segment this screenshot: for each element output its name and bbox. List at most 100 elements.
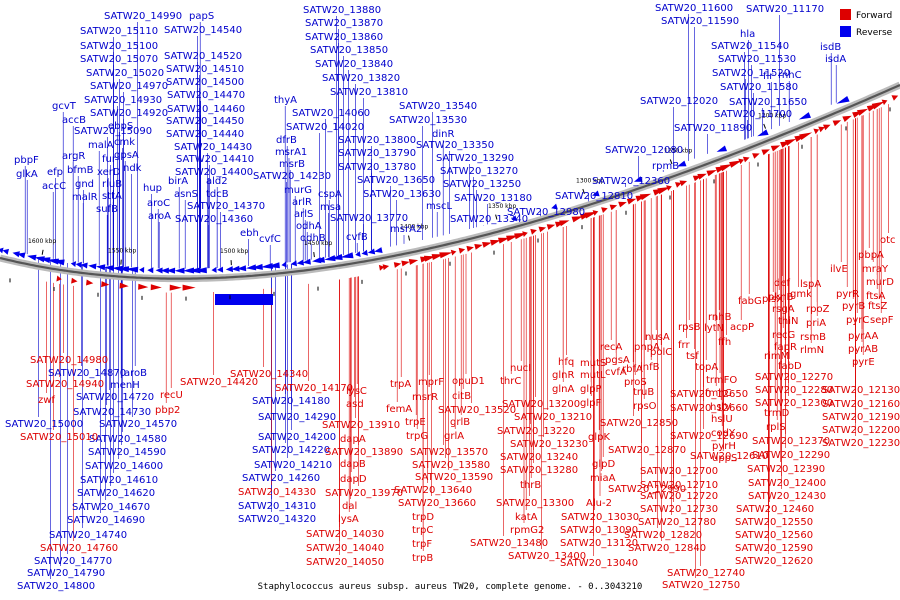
forward-gene-label: SATW20_13280	[500, 465, 578, 476]
reverse-gene-label: isdA	[825, 54, 846, 65]
forward-gene-arrow	[450, 249, 457, 256]
reverse-gene-label: thyA	[274, 95, 297, 106]
forward-gene-arrow	[382, 264, 390, 271]
forward-gene-arrow	[738, 158, 744, 165]
forward-gene-arrow	[538, 226, 547, 233]
forward-gene-arrow	[393, 262, 402, 268]
forward-gene-label: hslV	[710, 402, 731, 413]
reverse-gene-arrow	[367, 248, 376, 255]
forward-gene-label: SATW20_13220	[497, 426, 575, 437]
forward-gene-label: SATW20_12160	[822, 399, 900, 410]
forward-gene-arrow	[601, 207, 608, 213]
forward-gene-arrow	[720, 164, 733, 172]
reverse-gene-label: hla	[740, 29, 755, 40]
legend-reverse-swatch	[840, 26, 851, 37]
forward-gene-label: msrR	[412, 392, 438, 403]
forward-gene-label: SATW20_14420	[180, 377, 258, 388]
forward-gene-label: ftsA	[866, 291, 885, 302]
reverse-gene-arrow	[12, 251, 20, 258]
forward-gene-label: SATW20_14050	[306, 557, 384, 568]
reverse-gene-label: msrB	[279, 159, 305, 170]
forward-gene-label: SATW20_12850	[600, 418, 678, 429]
reverse-gene-label: malR	[72, 192, 98, 203]
forward-gene-label: SATW20_12200	[822, 425, 900, 436]
reverse-gene-arrow	[17, 252, 26, 259]
reverse-gene-label: accC	[42, 181, 66, 192]
forward-gene-arrow	[609, 204, 618, 211]
forward-gene-label: lytN	[704, 323, 724, 334]
forward-gene-arrow	[823, 124, 831, 131]
reverse-gene-arrow	[296, 259, 304, 266]
reverse-gene-label: SATW20_14450	[166, 116, 244, 127]
reverse-gene-label: SATW20_13850	[310, 45, 388, 56]
reverse-gene-label: SATW20_13350	[416, 140, 494, 151]
reverse-gene-label: xerD	[97, 167, 121, 178]
reverse-gene-label: SATW20_12980	[507, 207, 585, 218]
forward-gene-label: SATW20_12660	[670, 403, 748, 414]
reverse-gene-arrow	[111, 265, 124, 272]
reverse-gene-label: SATW20_14400	[175, 167, 253, 178]
forward-gene-label: tsf	[686, 351, 699, 362]
reverse-gene-arrow	[716, 145, 727, 152]
forward-gene-label: SATW20_12560	[735, 530, 813, 541]
forward-gene-label: sepF	[870, 315, 894, 326]
reverse-gene-label: flr	[763, 71, 774, 82]
reverse-gene-label: SATW20_14610	[80, 475, 158, 486]
reverse-gene-label: SATW20_14430	[174, 142, 252, 153]
reverse-gene-label: SATW20_13540	[399, 101, 477, 112]
forward-gene-label: SATW20_14940	[26, 379, 104, 390]
tick-mark	[763, 123, 767, 129]
reverse-gene-arrow	[147, 267, 154, 274]
reverse-gene-arrow	[511, 215, 518, 222]
forward-gene-label: SATW20_14040	[306, 543, 384, 554]
forward-gene-label: ffh	[718, 337, 731, 348]
forward-gene-label: plsX	[762, 294, 783, 305]
forward-gene-label: SATW20_12300	[755, 398, 833, 409]
forward-gene-label: SATW20_12290	[752, 450, 830, 461]
forward-gene-label: gmk	[790, 289, 812, 300]
forward-gene-label: trpD	[412, 512, 434, 523]
reverse-gene-label: SATW20_14060	[292, 108, 370, 119]
legend: Forward Reverse	[840, 9, 893, 38]
forward-gene-label: SATW20_13590	[415, 472, 493, 483]
reverse-gene-arrow	[592, 190, 600, 197]
forward-gene-label: rbfA	[622, 364, 643, 375]
reverse-gene-label: SATW20_13810	[330, 87, 408, 98]
forward-gene-arrow	[490, 239, 501, 246]
forward-gene-label: pyrC	[846, 315, 869, 326]
label-leader-lines	[24, 14, 889, 579]
forward-gene-label: SATW20_13400	[508, 551, 586, 562]
forward-gene-label: miaA	[590, 473, 616, 484]
forward-gene-label: grlB	[450, 417, 470, 428]
forward-gene-label: SATW20_12230	[822, 438, 900, 449]
reverse-gene-label: SATW20_13860	[305, 32, 383, 43]
reverse-gene-arrow	[314, 256, 325, 263]
forward-gene-arrow	[169, 284, 182, 291]
reverse-gene-label: tdcB	[206, 189, 229, 200]
forward-gene-label: rpsB	[678, 322, 701, 333]
forward-gene-label: trpG	[406, 431, 428, 442]
reverse-gene-label: sufB	[96, 204, 118, 215]
forward-gene-label: SATW20_12840	[628, 543, 706, 554]
forward-gene-label: SATW20_13300	[496, 498, 574, 509]
forward-gene-label: fabD	[778, 361, 802, 372]
forward-gene-arrow	[522, 231, 528, 237]
reverse-gene-label: SATW20_13870	[305, 18, 383, 29]
forward-gene-label: pyrR	[836, 289, 859, 300]
reverse-gene-arrow	[88, 263, 97, 270]
reverse-gene-label: SATW20_14920	[90, 108, 168, 119]
forward-gene-label: dapD	[340, 474, 367, 485]
forward-gene-label: SATW20_12750	[662, 580, 740, 591]
forward-gene-label: SATW20_12620	[735, 556, 813, 567]
reverse-gene-arrow	[211, 266, 217, 273]
reverse-gene-arrow	[551, 203, 558, 210]
forward-gene-label: rpmG2	[510, 525, 544, 536]
reverse-gene-arrow	[798, 112, 811, 120]
reverse-gene-arrow	[183, 267, 195, 274]
reverse-gene-arrow	[155, 267, 163, 274]
reverse-gene-label: SATW20_11530	[718, 54, 796, 65]
forward-gene-label: topA	[695, 362, 718, 373]
forward-gene-label: trpB	[412, 553, 433, 564]
forward-gene-label: SATW20_12780	[638, 517, 716, 528]
